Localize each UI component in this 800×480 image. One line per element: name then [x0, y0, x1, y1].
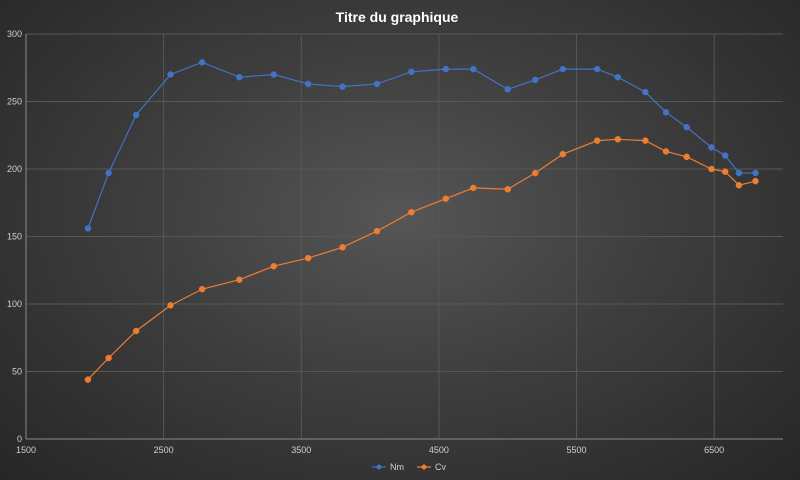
data-point-cv — [614, 136, 622, 143]
data-point-cv — [532, 169, 539, 177]
x-tick-label: 6500 — [704, 445, 724, 455]
data-point-cv — [593, 137, 601, 144]
data-point-cv — [442, 195, 450, 202]
data-point-cv — [270, 262, 277, 270]
legend-label-cv: Cv — [435, 462, 446, 472]
data-point-cv — [236, 276, 243, 283]
data-point-cv — [167, 302, 174, 309]
x-tick-label: 4500 — [429, 445, 449, 455]
y-tick-label: 100 — [7, 299, 22, 309]
data-point-nm — [270, 71, 277, 78]
data-point-nm — [721, 152, 729, 159]
y-tick-label: 200 — [7, 164, 22, 174]
data-point-cv — [642, 137, 649, 144]
legend-marker-cv — [421, 464, 427, 470]
data-point-cv — [559, 150, 567, 158]
data-point-cv — [408, 208, 415, 216]
y-tick-label: 50 — [12, 367, 22, 377]
data-point-nm — [339, 83, 346, 90]
data-point-cv — [721, 168, 729, 175]
legend: Nm Cv — [372, 462, 446, 472]
data-point-cv — [373, 227, 381, 235]
data-point-nm — [442, 65, 450, 73]
data-point-nm — [236, 73, 243, 81]
legend-label-nm: Nm — [390, 462, 404, 472]
data-point-cv — [662, 148, 670, 155]
data-point-nm — [532, 76, 539, 84]
gridlines — [26, 33, 783, 439]
data-point-nm — [105, 169, 112, 177]
data-point-cv — [105, 354, 112, 362]
x-tick-label: 1500 — [16, 445, 36, 455]
data-point-cv — [735, 181, 743, 189]
data-point-nm — [504, 86, 511, 93]
data-point-cv — [470, 184, 477, 192]
axes: 0 50 100 150 200 250 300 1500 2500 3500 4500 5500 65… — [7, 29, 783, 455]
data-point-cv — [84, 376, 92, 383]
data-point-nm — [84, 225, 92, 232]
data-point-nm — [167, 71, 174, 78]
series-cv — [84, 136, 759, 383]
data-point-cv — [683, 153, 690, 161]
x-tick-label: 2500 — [154, 445, 174, 455]
data-point-cv — [339, 244, 346, 251]
data-point-nm — [198, 59, 206, 66]
data-point-nm — [559, 65, 567, 73]
data-point-cv — [752, 177, 759, 185]
series-group — [84, 59, 759, 383]
data-point-cv — [504, 186, 511, 193]
series-nm — [84, 59, 759, 232]
series-line-cv — [87, 138, 756, 381]
data-point-cv — [198, 285, 206, 293]
y-tick-label: 250 — [7, 97, 22, 107]
legend-item-cv: Cv — [417, 462, 446, 472]
legend-marker-nm — [376, 464, 382, 470]
x-tick-label: 3500 — [291, 445, 311, 455]
data-point-nm — [132, 111, 140, 119]
data-point-cv — [708, 165, 715, 173]
data-point-nm — [642, 88, 649, 96]
data-point-nm — [408, 68, 415, 76]
data-point-cv — [132, 327, 140, 335]
data-point-nm — [304, 80, 312, 88]
data-point-nm — [708, 144, 715, 151]
data-point-nm — [683, 123, 690, 131]
data-point-nm — [735, 169, 743, 177]
data-point-nm — [662, 109, 670, 116]
chart-title: Titre du graphique — [336, 9, 459, 25]
data-point-nm — [593, 65, 601, 73]
y-tick-label: 150 — [7, 232, 22, 242]
data-point-nm — [373, 80, 381, 88]
data-point-nm — [470, 65, 477, 73]
y-tick-label: 300 — [7, 29, 22, 39]
x-tick-label: 5500 — [567, 445, 587, 455]
y-tick-label: 0 — [17, 434, 22, 444]
data-point-nm — [752, 169, 759, 177]
legend-item-nm: Nm — [372, 462, 404, 472]
data-point-nm — [614, 73, 622, 81]
data-point-cv — [304, 254, 312, 262]
